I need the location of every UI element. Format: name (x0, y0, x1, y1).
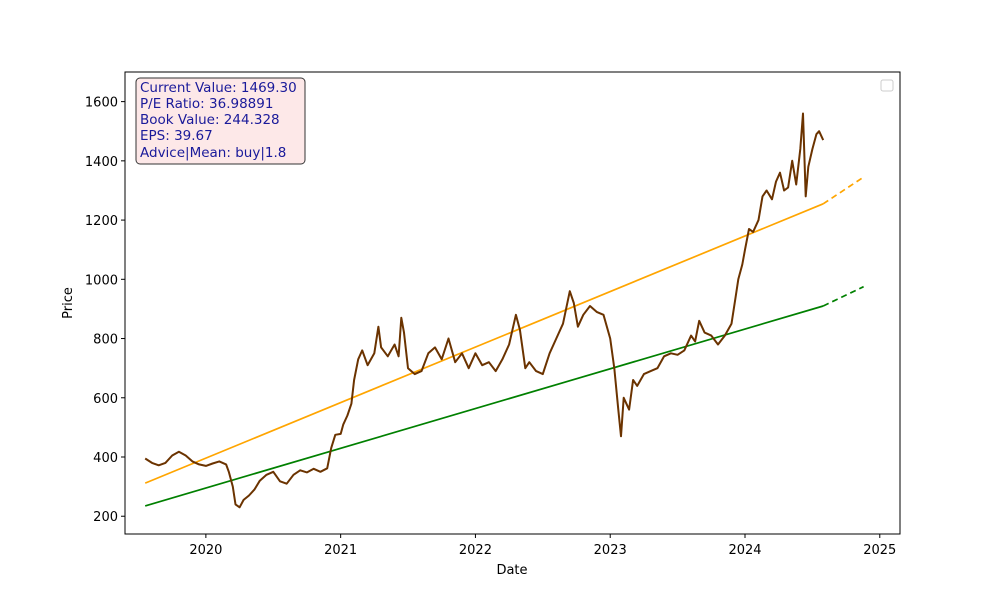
series-projection-2 (822, 285, 864, 307)
info-pe-ratio: P/E Ratio: 36.98891 (140, 96, 273, 112)
x-axis: 2020 2021 2022 2023 2024 2025 (189, 534, 896, 558)
series-projection-1 (822, 176, 865, 205)
y-tick-label: 600 (93, 392, 118, 407)
y-tick-label: 800 (93, 333, 118, 348)
x-tick-label: 2023 (594, 543, 627, 558)
legend (880, 79, 894, 92)
series-layer (144, 112, 865, 509)
y-tick-label: 1000 (85, 273, 118, 288)
y-tick-label: 400 (93, 451, 118, 466)
axes-frame (124, 71, 901, 535)
series-line-0 (144, 112, 825, 509)
x-tick-label: 2021 (324, 543, 357, 558)
y-axis: 200 400 600 800 1000 1200 1400 1600 (85, 96, 125, 525)
x-tick-label: 2020 (189, 543, 222, 558)
series-line-1 (144, 203, 824, 484)
x-tick-label: 2025 (863, 543, 896, 558)
legend-box (880, 79, 894, 92)
x-tick-label: 2024 (728, 543, 761, 558)
info-book-value: Book Value: 244.328 (140, 112, 280, 128)
x-axis-label: Date (496, 563, 527, 578)
x-tick-label: 2022 (459, 543, 492, 558)
y-tick-label: 200 (93, 510, 118, 525)
info-current-value: Current Value: 1469.30 (140, 80, 297, 96)
y-axis-label: Price (61, 287, 76, 319)
info-advice-mean: Advice|Mean: buy|1.8 (140, 145, 286, 161)
y-tick-label: 1200 (85, 214, 118, 229)
series-line-2 (144, 305, 824, 507)
info-box-background (135, 77, 306, 165)
info-eps: EPS: 39.67 (140, 128, 213, 144)
y-tick-label: 1400 (85, 155, 118, 170)
info-box: Current Value: 1469.30 P/E Ratio: 36.988… (135, 77, 306, 165)
y-tick-label: 1600 (85, 96, 118, 111)
